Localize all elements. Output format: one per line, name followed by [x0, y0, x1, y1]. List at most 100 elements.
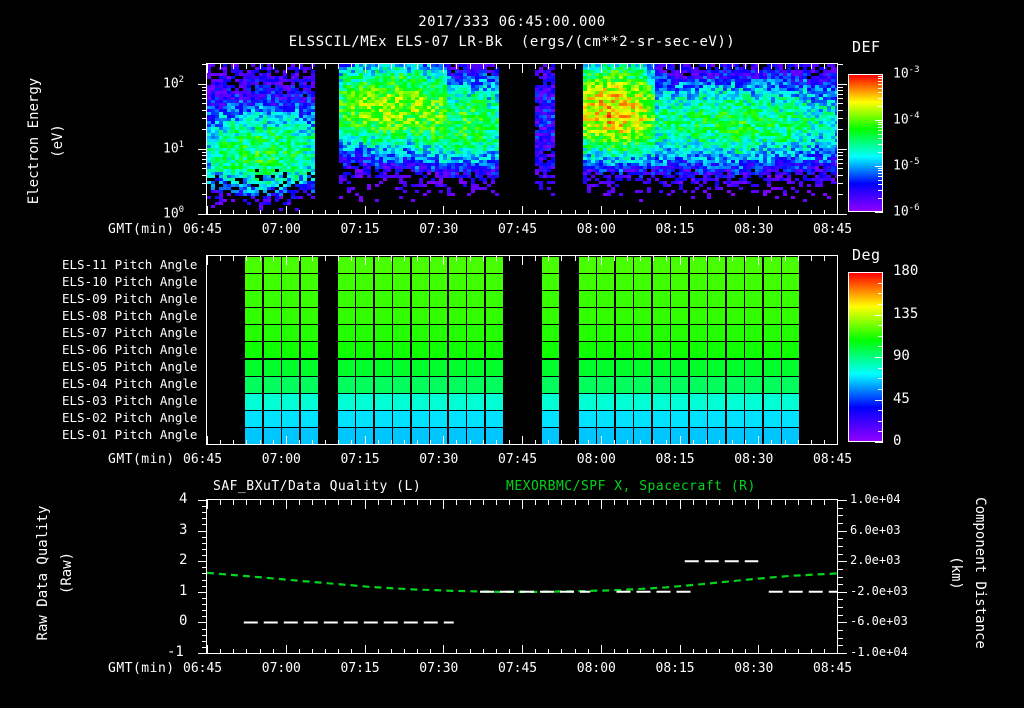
- axis-tick: [575, 64, 576, 69]
- axis-tick: [758, 64, 759, 73]
- axis-tick: [202, 94, 207, 95]
- axis-tick: [601, 500, 602, 509]
- axis-tick: [391, 649, 392, 654]
- axis-tick: [233, 649, 234, 654]
- axis-tick: [758, 436, 759, 445]
- axis-tick: [838, 584, 843, 585]
- axis-tick: [838, 152, 843, 153]
- axis-tick: [575, 440, 576, 445]
- axis-tick: [838, 175, 843, 176]
- axis-tick: [838, 98, 843, 99]
- axis-tick: [273, 210, 274, 215]
- axis-tick: [202, 152, 207, 153]
- axis-tick: [198, 653, 207, 654]
- quality-plot[interactable]: [207, 500, 837, 653]
- axis-tick: [878, 176, 883, 177]
- axis-tick: [614, 649, 615, 654]
- axis-tick: [732, 256, 733, 261]
- axis-tick: [627, 210, 628, 215]
- axis-tick: [202, 604, 207, 605]
- axis-tick: [732, 64, 733, 69]
- spectrogram-plot[interactable]: [207, 64, 837, 214]
- axis-tick: [443, 64, 444, 73]
- axis-tick: [666, 500, 667, 505]
- axis-tick: [666, 256, 667, 261]
- page-title: 2017/333 06:45:00.000: [418, 14, 606, 30]
- axis-tick: [456, 500, 457, 505]
- axis-tick: [509, 440, 510, 445]
- axis-tick: [233, 256, 234, 261]
- axis-tick: [338, 210, 339, 215]
- axis-tick: [878, 431, 883, 432]
- axis-tick: [838, 569, 843, 570]
- axis-tick: [838, 168, 843, 169]
- axis-tick: [202, 194, 207, 195]
- axis-tick: [771, 440, 772, 445]
- axis-tick: [640, 440, 641, 445]
- axis-tick: [666, 649, 667, 654]
- axis-tick: [758, 500, 759, 509]
- axis-tick: [706, 64, 707, 69]
- axis-tick: [198, 561, 207, 562]
- axis-tick: [878, 134, 883, 135]
- axis-tick: [456, 440, 457, 445]
- axis-tick: [391, 256, 392, 261]
- axis-tick: [202, 635, 207, 636]
- axis-tick: [535, 64, 536, 69]
- axis-tick: [838, 554, 843, 555]
- spectrogram-time-label: GMT(min): [108, 222, 175, 237]
- axis-tick: [470, 64, 471, 69]
- axis-tick: [614, 210, 615, 215]
- pitch-angle-row-label: ELS-01 Pitch Angle: [62, 427, 198, 443]
- time-tick-label: 08:30: [734, 222, 774, 237]
- axis-tick: [706, 210, 707, 215]
- quality-right-tick-label: 6.0e+03: [850, 522, 901, 537]
- axis-tick: [588, 649, 589, 654]
- axis-tick: [202, 64, 207, 65]
- axis-tick: [838, 149, 847, 150]
- pitch-angle-plot[interactable]: [207, 256, 837, 444]
- axis-tick: [207, 256, 208, 265]
- axis-tick: [351, 440, 352, 445]
- axis-tick: [878, 325, 883, 326]
- axis-tick: [246, 64, 247, 69]
- axis-tick: [878, 76, 883, 77]
- axis-tick: [417, 256, 418, 261]
- axis-tick: [837, 206, 838, 215]
- quality-left-tick-label: -1: [167, 644, 184, 660]
- axis-tick: [785, 649, 786, 654]
- axis-tick: [561, 440, 562, 445]
- axis-tick: [207, 500, 208, 509]
- time-tick-label: 08:15: [655, 452, 695, 467]
- axis-tick: [404, 256, 405, 261]
- axis-tick: [207, 206, 208, 215]
- axis-tick: [325, 440, 326, 445]
- axis-tick: [198, 500, 207, 501]
- axis-tick: [838, 592, 847, 593]
- axis-tick: [875, 442, 883, 443]
- axis-tick: [338, 440, 339, 445]
- axis-tick: [378, 500, 379, 505]
- axis-tick: [417, 500, 418, 505]
- axis-tick-label: 10-3: [893, 65, 920, 82]
- axis-tick: [378, 64, 379, 69]
- axis-tick: [706, 649, 707, 654]
- axis-tick: [878, 130, 883, 131]
- axis-tick: [202, 90, 207, 91]
- axis-tick: [706, 440, 707, 445]
- axis-tick: [878, 122, 883, 123]
- quality-ylabel-left: Raw Data Quality: [35, 505, 51, 641]
- axis-tick: [496, 440, 497, 445]
- axis-tick: [878, 336, 883, 337]
- time-tick-label: 08:00: [576, 452, 616, 467]
- axis-tick: [719, 500, 720, 505]
- def-colorbar[interactable]: [848, 74, 883, 212]
- axis-tick: [680, 64, 681, 73]
- axis-tick: [430, 64, 431, 69]
- axis-tick: [745, 500, 746, 505]
- axis-tick: [470, 256, 471, 261]
- axis-tick: [575, 500, 576, 505]
- spectrogram-ylabel: Electron Energy: [26, 77, 42, 205]
- axis-tick: [838, 163, 843, 164]
- axis-tick: [443, 500, 444, 509]
